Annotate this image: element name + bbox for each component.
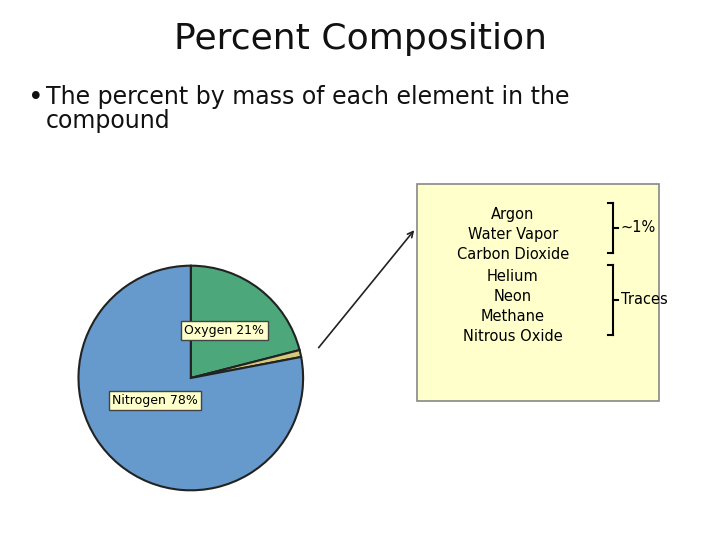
Text: Helium: Helium [487,269,539,284]
Text: Neon: Neon [494,289,532,304]
Wedge shape [191,350,301,378]
Wedge shape [191,266,300,378]
Text: Carbon Dioxide: Carbon Dioxide [457,247,569,262]
Text: The percent by mass of each element in the: The percent by mass of each element in t… [46,85,570,109]
Wedge shape [78,266,303,490]
Text: Argon: Argon [491,207,535,222]
Text: Oxygen 21%: Oxygen 21% [184,325,264,338]
Text: Methane: Methane [481,309,545,324]
Text: ~1%: ~1% [621,220,656,235]
Text: Traces: Traces [621,293,667,307]
Text: Water Vapor: Water Vapor [468,227,558,242]
Text: Nitrogen 78%: Nitrogen 78% [112,394,198,407]
Text: Nitrous Oxide: Nitrous Oxide [463,329,563,344]
FancyBboxPatch shape [417,184,659,401]
Text: •: • [28,85,44,111]
Text: Percent Composition: Percent Composition [174,22,546,56]
Text: compound: compound [46,109,171,133]
